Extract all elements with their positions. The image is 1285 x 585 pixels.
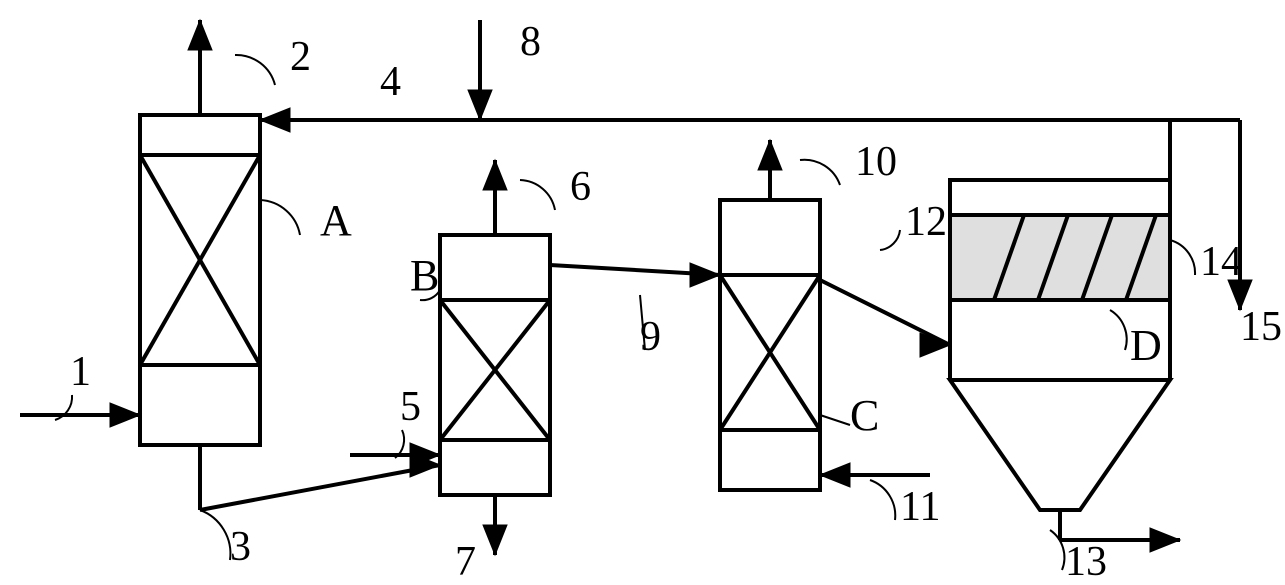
label-c: C bbox=[850, 391, 879, 440]
label-3: 3 bbox=[230, 524, 251, 570]
label-13: 13 bbox=[1065, 539, 1107, 585]
leader bbox=[520, 180, 555, 210]
label-a: A bbox=[320, 196, 352, 245]
unit-d-cone bbox=[950, 380, 1170, 510]
label-7: 7 bbox=[455, 539, 476, 585]
label-5: 5 bbox=[400, 384, 421, 430]
label-1: 1 bbox=[70, 349, 91, 395]
label-15: 15 bbox=[1240, 304, 1282, 350]
leader bbox=[235, 55, 275, 85]
label-9: 9 bbox=[640, 314, 661, 360]
unit-a-shell bbox=[140, 115, 260, 445]
leader bbox=[1110, 310, 1127, 350]
leader bbox=[200, 510, 230, 560]
leader bbox=[1170, 240, 1195, 275]
label-14: 14 bbox=[1200, 239, 1242, 285]
label-8: 8 bbox=[520, 19, 541, 65]
leader bbox=[260, 200, 300, 235]
process-flow-diagram: 123456789101112131415ABCD bbox=[0, 0, 1285, 585]
label-12: 12 bbox=[905, 199, 947, 245]
unit-d-band bbox=[950, 215, 1170, 300]
label-6: 6 bbox=[570, 164, 591, 210]
unit-c-shell bbox=[720, 200, 820, 490]
leader bbox=[870, 480, 895, 520]
label-b: B bbox=[410, 251, 439, 300]
label-d: D bbox=[1130, 321, 1162, 370]
leader bbox=[800, 160, 840, 185]
label-2: 2 bbox=[290, 34, 311, 80]
label-11: 11 bbox=[900, 484, 940, 530]
leader bbox=[880, 230, 900, 250]
label-4: 4 bbox=[380, 59, 401, 105]
unit-b-shell bbox=[440, 235, 550, 495]
leader bbox=[1050, 530, 1064, 570]
stream-3-seg2 bbox=[200, 465, 440, 510]
label-10: 10 bbox=[855, 139, 897, 185]
stream-12 bbox=[820, 280, 950, 345]
